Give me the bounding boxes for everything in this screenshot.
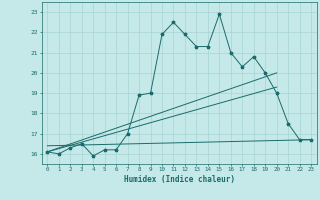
X-axis label: Humidex (Indice chaleur): Humidex (Indice chaleur) bbox=[124, 175, 235, 184]
